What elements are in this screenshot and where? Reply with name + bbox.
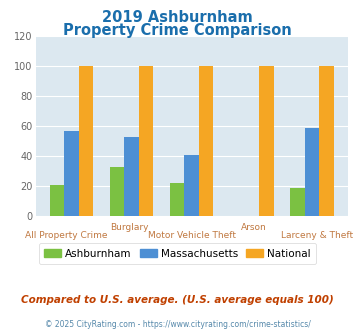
Text: © 2025 CityRating.com - https://www.cityrating.com/crime-statistics/: © 2025 CityRating.com - https://www.city…: [45, 319, 310, 329]
Text: Motor Vehicle Theft: Motor Vehicle Theft: [148, 231, 236, 240]
Text: All Property Crime: All Property Crime: [26, 231, 108, 240]
Bar: [185, 155, 199, 216]
Legend: Ashburnham, Massachusetts, National: Ashburnham, Massachusetts, National: [39, 243, 316, 264]
Bar: [170, 183, 185, 216]
Bar: [290, 188, 305, 216]
Bar: [259, 66, 274, 216]
Text: Property Crime Comparison: Property Crime Comparison: [63, 23, 292, 38]
Bar: [50, 185, 64, 216]
Text: Arson: Arson: [241, 223, 267, 232]
Bar: [319, 66, 334, 216]
Bar: [199, 66, 213, 216]
Bar: [139, 66, 153, 216]
Bar: [124, 137, 139, 216]
Text: Compared to U.S. average. (U.S. average equals 100): Compared to U.S. average. (U.S. average …: [21, 295, 334, 305]
Bar: [110, 167, 124, 216]
Text: 2019 Ashburnham: 2019 Ashburnham: [102, 10, 253, 25]
Bar: [305, 128, 319, 216]
Text: Larceny & Theft: Larceny & Theft: [280, 231, 353, 240]
Bar: [64, 131, 78, 216]
Text: Burglary: Burglary: [110, 223, 148, 232]
Bar: [78, 66, 93, 216]
